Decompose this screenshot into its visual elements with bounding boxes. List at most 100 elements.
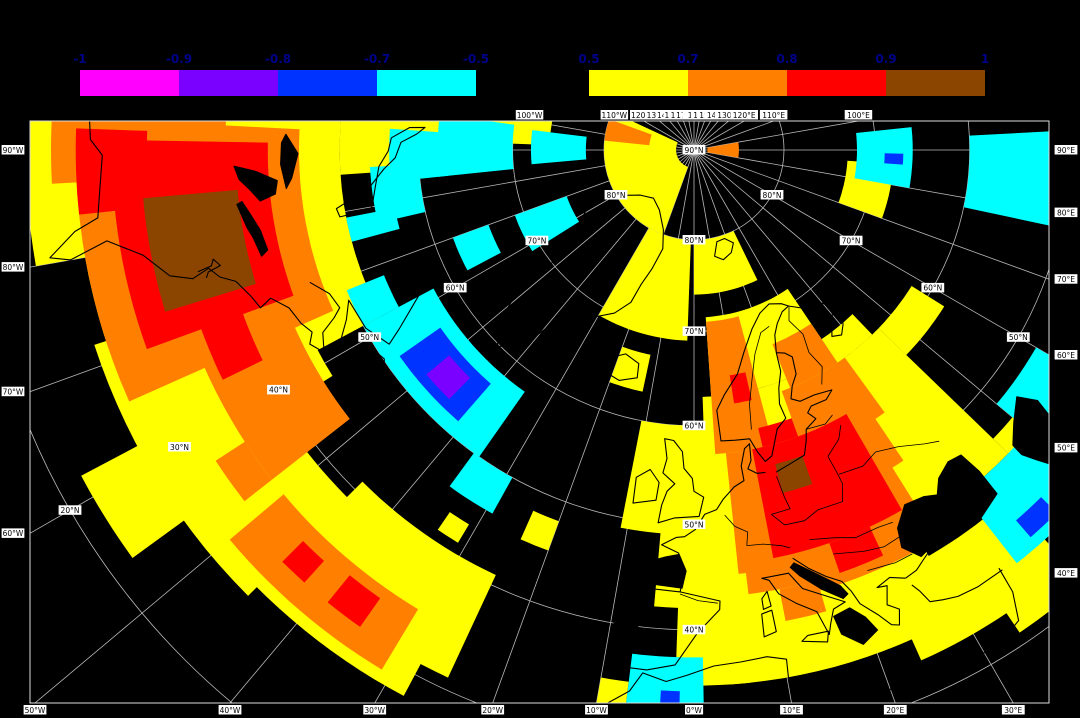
coastline-novaya-zemlya (808, 226, 835, 256)
latitude-label-bg (168, 442, 191, 452)
data-cells (81, 440, 194, 558)
colorbar-negative-tick-label: -0.9 (165, 52, 193, 66)
data-cells (143, 189, 256, 312)
coastline-turkey-south-coast (911, 569, 1003, 603)
longitude-label: 100°E (847, 111, 870, 120)
colorbar-positive-tick-label: 0.7 (677, 52, 699, 66)
latitude-label-bg (58, 505, 82, 515)
meridian-line (229, 149, 695, 703)
data-cells (660, 690, 680, 703)
data-region-P (426, 355, 471, 400)
data-cells (437, 512, 469, 543)
colorbar-positive: 0.5 0.7 0.8 0.9 1 (578, 52, 989, 96)
longitude-label: 30°W (364, 706, 385, 715)
coastline-corsica (761, 590, 772, 610)
coastline-lake-erie-ontario (236, 200, 269, 257)
latitude-label-bg (682, 235, 706, 245)
latitude-label: 50°N (685, 520, 704, 529)
border-belarus-ukraine (838, 451, 876, 475)
longitude-label-bg (780, 705, 803, 715)
longitude-label-bg (883, 705, 907, 715)
longitude-label: 30°E (1004, 706, 1022, 715)
latitude-label-bg (839, 235, 863, 246)
data-cells (775, 455, 813, 493)
latitude-label: 80°N (607, 191, 626, 200)
coastline-svalbard (714, 237, 734, 261)
longitude-label-bg (585, 705, 608, 715)
longitude-label: 70°W (3, 388, 24, 397)
colorbar-negative-tick-label: -0.5 (462, 52, 490, 66)
longitude-label: 120°E (733, 111, 756, 120)
longitude-label-bg (23, 705, 47, 715)
data-cells (198, 306, 263, 380)
longitude-label: 50°W (25, 706, 46, 715)
longitude-label: 130°E (717, 111, 740, 120)
nodata-ionian-sea (833, 607, 879, 645)
latitude-label-bg (682, 624, 706, 635)
colorbar-positive-tick-label: 0.5 (578, 52, 600, 66)
colorbar-positive-tick-label: 1 (980, 52, 990, 66)
longitude-label-bg (730, 110, 758, 120)
meridian-line (30, 149, 695, 268)
country-borders (628, 306, 940, 655)
data-cells (724, 528, 962, 685)
latitude-label-bg (921, 282, 945, 293)
longitude-label-bg (714, 110, 743, 120)
data-cells (215, 441, 272, 502)
border-hungary-romania (809, 521, 893, 540)
longitude-label-bg (1, 262, 25, 272)
coastline-newfoundland (350, 347, 385, 392)
colorbar-negative-segment-0 (80, 70, 179, 96)
longitude-label: 20°W (482, 706, 503, 715)
coastline-greenland (497, 194, 664, 347)
longitude-label-bg (630, 110, 658, 120)
longitude-label: 10°W (586, 706, 607, 715)
longitude-label: 120°W (631, 111, 657, 120)
edge-labels: 90°W 80°W 70°W 60°W 50°W 40°W 30°W 20°W 10°W 0°W 1… (1, 110, 1078, 715)
latitude-label: 60°N (685, 422, 704, 431)
longitude-label-bg (363, 705, 387, 715)
data-cells (758, 418, 799, 447)
border-czech-slovakia (771, 483, 843, 526)
longitude-label: 40°W (220, 706, 241, 715)
data-cells (987, 539, 1049, 633)
longitude-label-bg (1, 386, 25, 397)
latitude-label-bg (604, 190, 628, 200)
data-cells (449, 453, 513, 514)
nodata-biscay (631, 554, 687, 589)
data-cells (327, 575, 381, 627)
coastline-sardinia (761, 609, 777, 638)
coastline-iberia (607, 585, 721, 671)
latitude-label-bg (525, 235, 549, 246)
meridian-line (693, 149, 1049, 214)
latitude-label: 50°N (1009, 333, 1028, 342)
colorbar-negative: -1 -0.9 -0.8 -0.7 -0.5 (73, 52, 489, 96)
colorbar-negative-segment-2 (278, 70, 377, 96)
longitude-label: 60°W (3, 529, 24, 538)
latitude-label: 50°N (360, 333, 379, 342)
longitude-label-bg (1054, 568, 1078, 578)
longitude-label-bg (1054, 350, 1078, 360)
data-region-R (75, 128, 902, 627)
meridian-line (596, 149, 695, 703)
longitude-label: 40°E (1057, 569, 1075, 578)
longitude-label-bg (600, 110, 629, 120)
data-cells (821, 314, 873, 363)
coastline-turkey-north-coast (905, 520, 964, 579)
latitude-label-bg (760, 190, 784, 200)
coastlines (49, 121, 1049, 703)
border-baltics-2 (827, 424, 842, 457)
longitude-label: 110°E (762, 111, 785, 120)
border-bulgaria-greece (867, 553, 913, 571)
meridian-line (693, 149, 1049, 356)
data-cells (346, 208, 400, 242)
latitude-label-bg (682, 145, 706, 155)
latitude-label: 40°N (269, 386, 288, 395)
colorbar-negative-tick-label: -0.7 (363, 52, 391, 66)
coastline-hudson-bay (335, 126, 426, 218)
data-cells (282, 481, 496, 678)
colorbar-positive-tick-label: 0.9 (875, 52, 897, 66)
meridian-line (693, 149, 1049, 574)
colorbar-positive-segment-1 (688, 70, 787, 96)
